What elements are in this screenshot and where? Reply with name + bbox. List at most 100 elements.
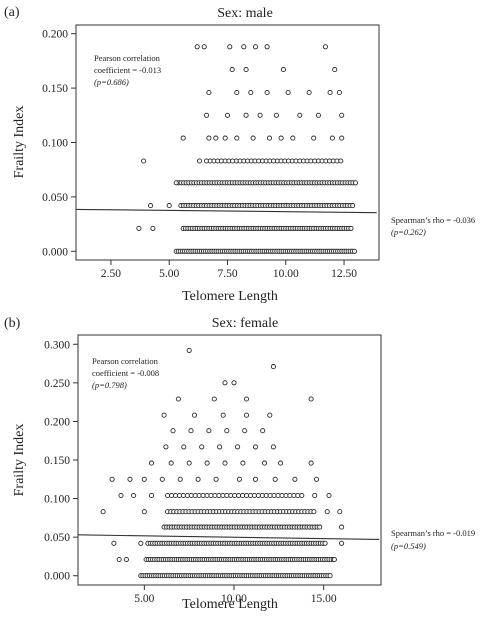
data-point-female (231, 380, 237, 386)
data-point-male (141, 158, 147, 164)
data-point-male (338, 158, 344, 164)
points-male (136, 44, 359, 254)
data-point-female (159, 476, 165, 482)
y-tick-label-female: 0.050 (44, 532, 70, 544)
data-point-male (306, 89, 312, 96)
data-point-female (111, 540, 117, 546)
data-point-female (270, 364, 276, 370)
x-tick-label-male: 7.50 (217, 268, 237, 280)
data-point-female (199, 444, 205, 450)
data-point-male (329, 135, 335, 141)
data-point-female (317, 524, 323, 530)
data-point-female (175, 396, 181, 402)
data-point-male (173, 180, 179, 186)
data-point-female (220, 412, 226, 418)
data-point-female (299, 492, 305, 499)
data-point-female (188, 428, 194, 434)
panel-label-a: (a) (4, 5, 20, 20)
x-tick-label-male: 10.00 (273, 268, 299, 280)
data-point-female (311, 509, 317, 515)
data-point-male (266, 135, 273, 141)
data-point-female (331, 556, 337, 563)
data-point-male (243, 67, 249, 73)
data-point-male (248, 89, 254, 96)
data-point-female (327, 573, 333, 579)
y-tick-label-female: 0.150 (44, 455, 70, 467)
y-axis-label-female: Frailty Index (12, 424, 27, 497)
data-point-male (297, 112, 303, 118)
data-point-male (278, 135, 284, 141)
data-point-female (109, 476, 115, 482)
data-point-female (191, 412, 198, 418)
data-point-female (217, 444, 223, 450)
data-point-female (252, 476, 259, 482)
chart-title-female: Sex: female (212, 316, 278, 331)
data-point-female (337, 509, 343, 515)
data-point-male (250, 135, 256, 141)
x-tick-label-female: 10.00 (221, 593, 247, 605)
data-point-female (206, 428, 212, 434)
ticks-male: 0.000 0.050 0.100 0.150 0.200 2.50 5.00 7.50 10.… (42, 29, 357, 280)
data-point-female (261, 460, 268, 466)
data-point-male (222, 135, 228, 141)
spearman-p-male: (p=0.262) (391, 227, 426, 237)
data-point-male (196, 158, 203, 164)
data-point-male (194, 44, 200, 50)
data-point-male (336, 89, 342, 96)
data-point-female (181, 444, 187, 450)
data-point-male (166, 203, 172, 209)
y-tick-label-male: 0.150 (42, 83, 68, 95)
data-point-male (351, 248, 358, 254)
y-tick-label-female: 0.200 (44, 416, 70, 428)
data-point-male (280, 67, 286, 73)
data-point-female (278, 460, 284, 466)
pearson-label-male: Pearson correlation (94, 53, 161, 63)
data-point-female (308, 396, 314, 402)
spearman-label-male: Spearman’s rho = -0.036 (391, 215, 475, 225)
data-point-male (206, 89, 212, 96)
x-axis-label-female: Telomere Length (182, 597, 278, 612)
data-point-male (180, 135, 186, 141)
pearson-coefficient-female: coefficient = -0.008 (92, 368, 159, 378)
data-point-female (131, 492, 137, 499)
data-point-male (229, 67, 235, 73)
data-point-male (311, 135, 317, 141)
data-point-male (339, 135, 345, 141)
data-point-male (257, 112, 263, 118)
data-point-male (206, 135, 212, 141)
data-point-male (264, 44, 270, 50)
data-point-male (252, 44, 259, 50)
x-tick-label-male: 5.00 (159, 268, 179, 280)
data-point-male (241, 44, 247, 50)
data-point-male (224, 112, 231, 118)
data-point-male (243, 112, 249, 118)
data-point-female (213, 476, 219, 482)
data-point-female (272, 476, 278, 482)
data-point-female (138, 540, 144, 546)
data-point-female (100, 509, 106, 515)
data-point-male (350, 203, 356, 209)
pearson-coefficient-male: coefficient = -0.013 (94, 65, 161, 75)
data-point-female (267, 412, 273, 418)
x-tick-label-male: 12.50 (331, 268, 357, 280)
data-point-female (292, 476, 298, 482)
data-point-male (264, 89, 270, 96)
data-point-male (201, 44, 207, 50)
data-point-female (312, 492, 318, 499)
data-point-male (148, 203, 154, 209)
y-tick-label-female: 0.000 (44, 571, 70, 583)
data-point-female (313, 476, 320, 482)
data-point-female (141, 509, 147, 515)
spearman-p-female: (p=0.549) (391, 541, 426, 551)
y-tick-label-female: 0.300 (44, 339, 70, 351)
data-point-female (252, 444, 259, 450)
data-point-female (195, 476, 201, 482)
chart-female: (b) Sex: female 0.000 0.050 0.100 0.150 0.20… (4, 316, 475, 612)
data-point-female (222, 380, 228, 386)
data-point-female (240, 460, 246, 466)
data-point-female (168, 460, 174, 466)
x-tick-label-female: 5.00 (134, 593, 154, 605)
data-point-male (339, 112, 345, 118)
data-point-female (235, 444, 241, 450)
data-point-female (243, 396, 250, 402)
